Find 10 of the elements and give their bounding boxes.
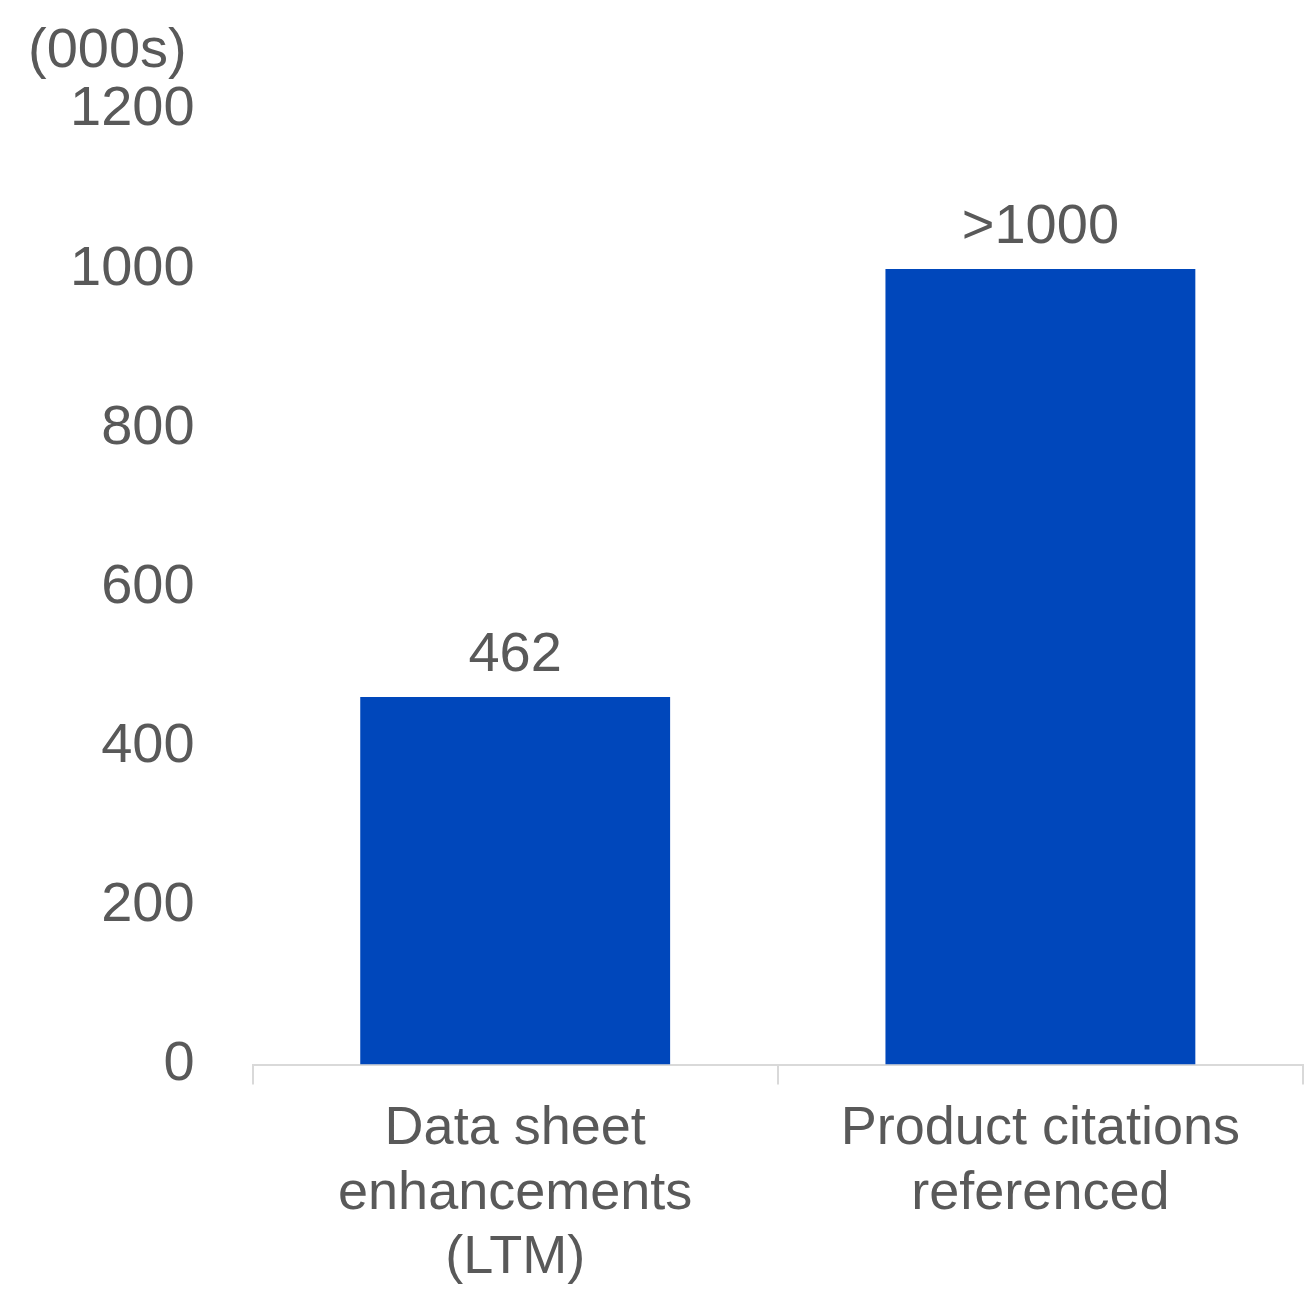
data-label: 462 <box>468 619 562 683</box>
y-tick-label: 200 <box>101 869 195 933</box>
y-tick-label: 1000 <box>70 233 195 297</box>
x-tick-label: Data sheet enhancements (LTM) <box>338 1094 693 1285</box>
x-tick-label: Product citations referenced <box>840 1094 1240 1220</box>
data-label: >1000 <box>961 191 1120 255</box>
y-tick-label: 800 <box>101 392 195 456</box>
y-tick-label: 600 <box>101 551 195 615</box>
y-tick-label: 0 <box>163 1029 195 1093</box>
y-tick-label: 400 <box>101 710 195 774</box>
